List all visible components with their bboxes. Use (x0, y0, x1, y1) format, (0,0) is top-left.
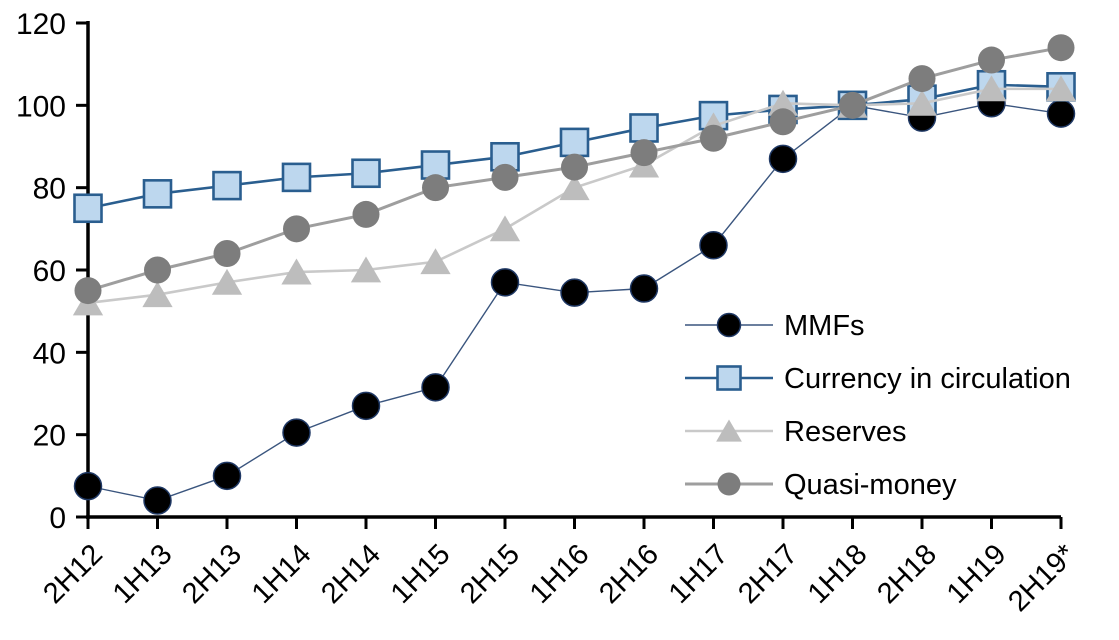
x-axis-tick-label: 1H14 (246, 538, 318, 610)
data-point-currency-in-circulation (629, 113, 659, 143)
legend-item-mmfs: MMFs (685, 310, 865, 342)
data-point-currency-in-circulation (73, 193, 103, 224)
series-quasi-money (74, 34, 1075, 305)
y-axis-tick-label: 120 (16, 8, 66, 41)
legend-marker-currency-in-circulation (716, 365, 742, 391)
legend-marker-reserves (716, 419, 742, 442)
data-point-reserves (489, 215, 521, 242)
data-point-reserves (142, 281, 173, 308)
x-axis-tick-label: 1H16 (524, 538, 596, 610)
x-axis-tick-label: 2H17 (732, 538, 804, 610)
data-point-reserves (767, 89, 799, 116)
data-point-mmfs (490, 268, 520, 297)
data-point-mmfs (699, 231, 728, 260)
x-axis-tick-label: 1H19 (941, 538, 1013, 610)
x-axis-tick-label: 1H13 (107, 538, 179, 610)
x-axis-tick-label: 2H14 (315, 538, 387, 610)
y-axis-tick-label: 20 (33, 420, 66, 453)
x-axis-tick-label: 2H18 (871, 538, 943, 610)
x-axis-tick-label: 2H12 (37, 538, 109, 610)
data-point-mmfs (143, 486, 172, 515)
data-point-quasi-money (700, 124, 727, 152)
data-point-mmfs (768, 144, 798, 174)
data-point-quasi-money (213, 240, 241, 268)
legend-label-mmfs: MMFs (784, 310, 865, 342)
data-point-reserves (420, 248, 451, 275)
legend-item-currency-in-circulation: Currency in circulation (685, 363, 1071, 395)
data-point-quasi-money (352, 200, 380, 228)
data-point-currency-in-circulation (351, 158, 381, 189)
data-point-quasi-money (144, 256, 171, 284)
legend-label-quasi-money: Quasi-money (784, 469, 957, 501)
y-axis-tick-label: 80 (33, 173, 66, 206)
data-point-quasi-money (630, 139, 658, 167)
data-point-quasi-money (1047, 34, 1075, 62)
data-point-currency-in-circulation (490, 141, 520, 172)
legend-marker-mmfs (716, 312, 742, 338)
data-point-currency-in-circulation (281, 162, 312, 193)
data-point-reserves (211, 268, 243, 295)
legend-label-reserves: Reserves (784, 416, 907, 448)
x-axis-tick-label: 1H18 (802, 538, 874, 610)
legend-item-reserves: Reserves (685, 416, 907, 448)
data-point-quasi-money (74, 277, 102, 305)
legend: MMFs Currency in circulation Reserves Quasi… (685, 310, 1071, 501)
data-point-quasi-money (769, 108, 797, 136)
y-axis-tick-label: 100 (16, 90, 66, 123)
x-axis-tick-label: 2H13 (176, 538, 248, 610)
y-axis-tick-label: 40 (33, 337, 66, 370)
data-point-quasi-money (491, 163, 519, 191)
x-axis-tick-label: 2H19* (1002, 538, 1082, 618)
data-point-mmfs (282, 418, 311, 447)
data-point-mmfs (629, 274, 659, 303)
data-point-mmfs (1046, 99, 1076, 128)
data-point-mmfs (73, 471, 103, 501)
y-axis-tick-label: 0 (49, 502, 66, 535)
x-axis-tick-label: 1H15 (385, 538, 457, 610)
x-axis-tick-label: 2H16 (593, 538, 665, 610)
x-axis-tick-label: 2H15 (454, 538, 526, 610)
data-point-quasi-money (908, 65, 936, 93)
x-axis-tick-label: 1H17 (663, 538, 735, 610)
data-point-quasi-money (422, 174, 449, 202)
data-point-quasi-money (978, 46, 1005, 74)
data-point-currency-in-circulation (559, 127, 590, 158)
data-point-quasi-money (283, 215, 310, 243)
data-point-currency-in-circulation (212, 170, 242, 201)
data-point-reserves (976, 75, 1007, 102)
data-point-mmfs (560, 278, 589, 307)
data-point-reserves (281, 258, 312, 285)
y-axis-tick-label: 60 (33, 255, 66, 288)
data-point-reserves (1045, 75, 1077, 102)
data-point-mmfs (351, 391, 381, 421)
data-point-reserves (906, 89, 938, 116)
legend-label-currency-in-circulation: Currency in circulation (784, 363, 1071, 395)
legend-marker-quasi-money (717, 472, 741, 496)
data-point-mmfs (421, 373, 450, 402)
data-point-quasi-money (561, 153, 588, 181)
data-point-reserves (350, 256, 382, 283)
data-point-mmfs (212, 461, 242, 491)
data-point-quasi-money (839, 91, 866, 119)
data-point-reserves (559, 174, 590, 201)
legend-item-quasi-money: Quasi-money (685, 469, 957, 501)
data-point-currency-in-circulation (142, 179, 173, 209)
